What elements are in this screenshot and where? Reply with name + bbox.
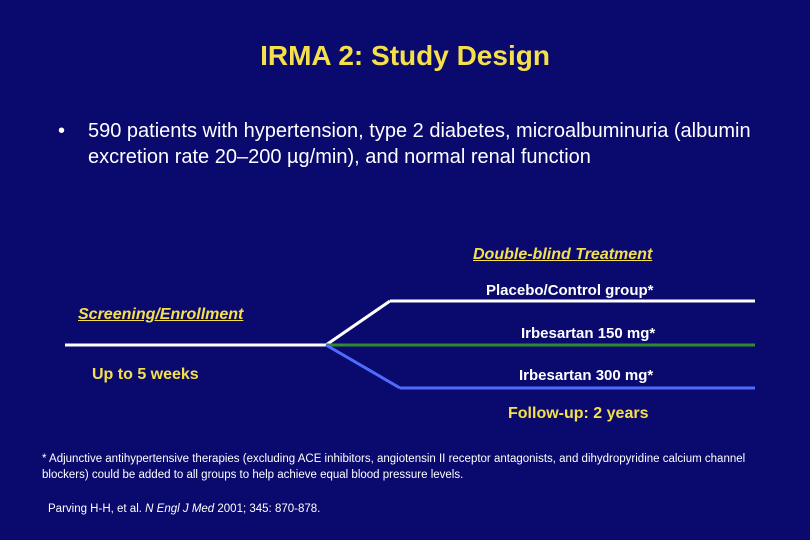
bullet-text: 590 patients with hypertension, type 2 d… [88,120,751,168]
arm-label-placebo: Placebo/Control group* [486,282,654,299]
duration-label: Up to 5 weeks [92,366,199,383]
arm-label-irbesartan-150: Irbesartan 150 mg* [521,325,656,342]
followup-label: Follow-up: 2 years [508,405,649,422]
bullet-marker: • [58,120,66,142]
slide-title: IRMA 2: Study Design [260,40,550,71]
branch-placebo [325,299,391,347]
citation-journal: N Engl J Med [145,503,215,515]
footnote: * Adjunctive antihypertensive therapies … [42,453,746,481]
citation: Parving H-H, et al. N Engl J Med 2001; 3… [48,503,320,515]
double-blind-label: Double-blind Treatment [473,246,653,263]
branch-irbesartan-300 [325,343,401,390]
arm-label-irbesartan-300: Irbesartan 300 mg* [519,367,654,384]
citation-authors: Parving H-H, et al. [48,503,142,515]
screening-label: Screening/Enrollment [78,306,244,323]
citation-details: 2001; 345: 870-878. [217,503,321,515]
